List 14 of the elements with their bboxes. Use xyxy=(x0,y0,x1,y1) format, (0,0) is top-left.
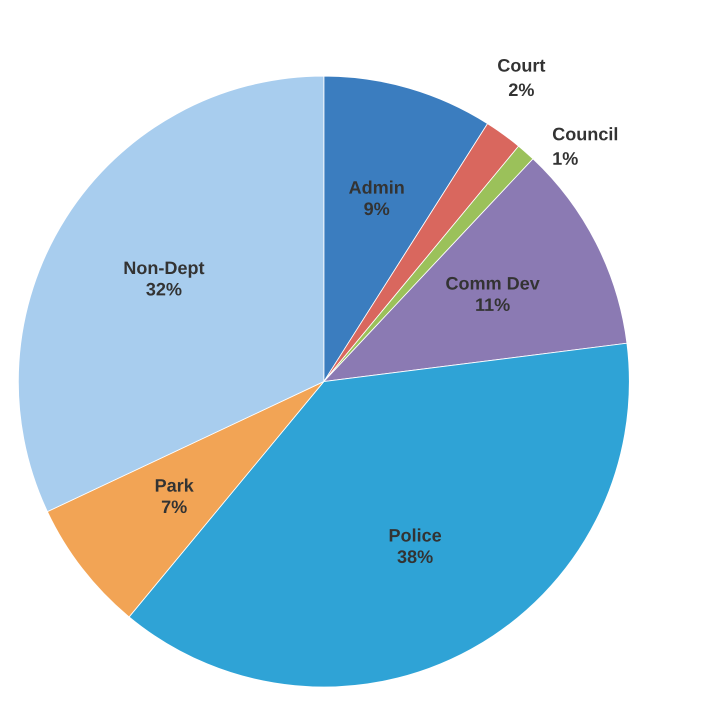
data-label: 38% xyxy=(397,550,433,564)
data-label: 11% xyxy=(476,298,510,312)
slice-label: Police xyxy=(390,528,442,542)
slice-label: Comm Dev xyxy=(446,276,540,290)
data-label: 1% xyxy=(553,152,578,165)
data-label: 7% xyxy=(162,500,187,514)
slice-label: Court xyxy=(498,58,546,72)
data-label: 32% xyxy=(146,282,182,296)
slice-label: Non-Dept xyxy=(124,262,204,278)
data-label: 2% xyxy=(508,83,534,96)
slice-label: Park xyxy=(156,478,194,492)
data-label: 9% xyxy=(364,202,390,216)
slice-label: Council xyxy=(552,127,618,140)
slice-label: Admin xyxy=(349,180,404,194)
